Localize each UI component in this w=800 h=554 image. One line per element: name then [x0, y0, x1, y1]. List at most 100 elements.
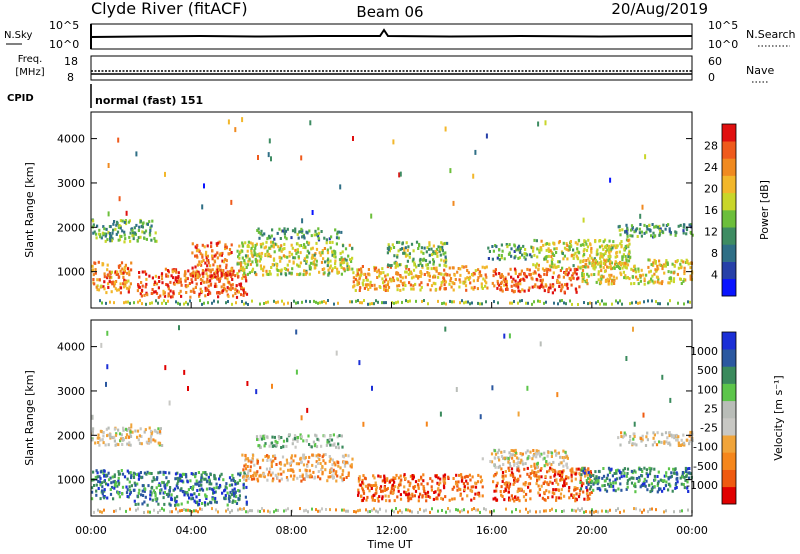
echo-cell — [684, 466, 687, 470]
echo-cell — [491, 245, 494, 248]
echo-cell — [314, 229, 317, 233]
echo-cell — [405, 266, 408, 270]
echo-cell — [519, 272, 522, 276]
echo-cell — [150, 224, 153, 228]
echo-cell — [557, 260, 560, 264]
echo-cell — [209, 275, 212, 279]
echo-cell — [683, 443, 686, 447]
echo-cell — [551, 284, 555, 288]
echo-cell — [177, 280, 180, 284]
echo-cell — [640, 439, 643, 443]
echo-cell — [577, 276, 580, 280]
echo-cell — [269, 510, 271, 514]
echo-cell — [113, 486, 116, 490]
echo-cell — [384, 274, 387, 278]
echo-cell — [639, 279, 642, 283]
echo-cell — [206, 244, 209, 248]
echo-cell — [438, 490, 441, 494]
echo-cell — [392, 478, 395, 482]
echo-cell — [267, 455, 270, 459]
echo-cell — [603, 238, 607, 242]
echo-cell — [526, 253, 529, 257]
echo-cell — [592, 474, 595, 477]
echo-cell — [136, 239, 139, 243]
echo-cell — [201, 255, 204, 259]
echo-cell — [391, 483, 395, 487]
echo-cell — [551, 252, 555, 256]
echo-cell — [347, 474, 350, 477]
echo-cell — [526, 472, 529, 476]
echo-cell — [158, 443, 161, 447]
echo-cell — [679, 509, 681, 513]
echo-cell — [203, 477, 206, 481]
echo-cell — [573, 270, 576, 274]
echo-cell — [357, 488, 360, 492]
echo-cell — [220, 285, 223, 289]
echo-cell — [269, 458, 272, 462]
echo-cell — [149, 490, 152, 494]
echo-cell — [122, 285, 126, 289]
echo-cell — [535, 474, 538, 477]
echo-cell — [356, 272, 359, 276]
echo-cell — [503, 456, 506, 460]
echo-cell — [578, 285, 581, 289]
echo-cell — [533, 470, 536, 474]
echo-cell — [145, 272, 148, 276]
echo-cell — [229, 287, 232, 291]
echo-cell — [232, 294, 235, 298]
echo-cell — [395, 473, 398, 477]
echo-cell — [404, 275, 407, 279]
echo-cell — [207, 288, 210, 292]
echo-cell — [396, 271, 399, 275]
echo-cell — [357, 281, 360, 285]
echo-cell — [626, 479, 629, 483]
echo-cell — [667, 302, 669, 306]
echo-cell — [296, 436, 299, 440]
echo-cell — [206, 502, 210, 506]
echo-cell — [682, 279, 685, 283]
echo-cell — [299, 474, 302, 478]
echo-cell — [444, 126, 447, 132]
echo-cell — [129, 239, 132, 243]
echo-cell — [268, 234, 271, 238]
echo-cell — [155, 239, 158, 243]
echo-cell — [246, 263, 249, 267]
colorbar-segment — [722, 210, 736, 228]
echo-cell — [185, 291, 188, 294]
echo-cell — [276, 268, 279, 272]
echo-cell — [622, 262, 625, 266]
echo-cell — [303, 269, 306, 273]
echo-cell — [137, 229, 140, 232]
echo-cell — [552, 470, 555, 473]
echo-cell — [115, 484, 118, 488]
echo-cell — [410, 497, 413, 501]
echo-cell — [299, 433, 302, 437]
echo-cell — [549, 283, 552, 287]
echo-cell — [439, 481, 442, 485]
echo-cell — [602, 275, 605, 279]
echo-cell — [343, 269, 346, 273]
echo-cell — [198, 294, 201, 298]
echo-cell — [361, 478, 364, 482]
echo-cell — [384, 278, 388, 282]
echo-cell — [627, 259, 631, 263]
echo-cell — [109, 476, 112, 480]
echo-cell — [153, 508, 155, 512]
echo-cell — [383, 474, 386, 478]
echo-cell — [204, 289, 207, 292]
echo-cell — [98, 228, 101, 232]
echo-cell — [526, 456, 529, 460]
echo-cell — [543, 509, 545, 513]
echo-cell — [583, 239, 586, 243]
echo-cell — [444, 287, 447, 290]
echo-cell — [357, 491, 360, 495]
echo-cell — [561, 252, 564, 255]
echo-cell — [328, 237, 331, 241]
echo-cell — [376, 270, 379, 274]
echo-cell — [302, 477, 305, 481]
echo-cell — [326, 438, 329, 442]
echo-cell — [495, 245, 498, 249]
echo-cell — [397, 489, 400, 493]
echo-cell — [688, 439, 691, 443]
echo-cell — [583, 471, 586, 475]
